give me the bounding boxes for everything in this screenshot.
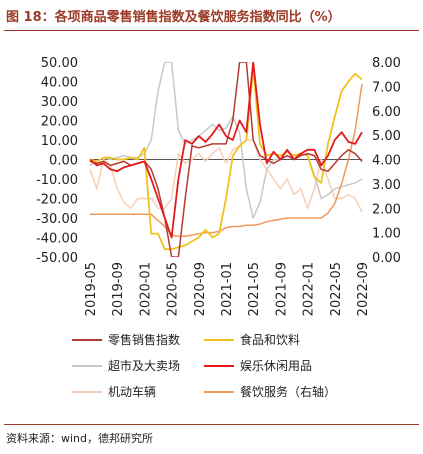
y-left-tick-label: 20.00 (41, 115, 78, 130)
legend-label: 食品和饮料 (240, 332, 300, 347)
y-right-tick-label: 6.00 (372, 105, 401, 120)
y-right-tick-label: 8.00 (372, 56, 401, 71)
y-left-tick-label: -40.00 (36, 232, 78, 247)
legend-label: 机动车辆 (108, 384, 156, 399)
x-tick-label: 2021-01 (220, 262, 235, 316)
y-right-tick-label: 7.00 (372, 80, 401, 95)
line-chart: 50.00 40.00 30.00 20.00 10.00 0.00 -10.00 -20.0… (36, 56, 401, 399)
y-left-tick-label: 0.00 (49, 154, 78, 169)
series-line-1 (89, 66, 363, 251)
y-left-tick-label: -10.00 (36, 173, 78, 188)
x-tick-label: 2020-01 (138, 262, 153, 316)
y-left-tick-label: 50.00 (41, 56, 78, 71)
y-right-tick-label: 4.00 (372, 154, 401, 169)
title-divider (4, 30, 419, 31)
legend-label: 餐饮服务（右轴） (240, 384, 336, 399)
source-note: 资料来源：wind，德邦研究所 (6, 432, 154, 445)
x-tick-label: 2021-05 (247, 262, 262, 316)
x-tick-label: 2022-01 (302, 262, 317, 316)
x-tick-label: 2022-05 (329, 262, 344, 316)
series-line-5 (90, 83, 363, 238)
x-tick-label: 2021-09 (274, 262, 289, 316)
legend-label: 零售销售指数 (108, 332, 180, 347)
y-right-tick-label: 1.00 (372, 227, 401, 242)
legend-label: 娱乐休闲用品 (240, 359, 312, 373)
x-tick-label: 2020-09 (193, 262, 208, 316)
y-right-tick-label: 3.00 (372, 178, 401, 193)
y-right-tick-label: 0.00 (372, 251, 401, 266)
y-right-tick-label: 2.00 (372, 202, 401, 217)
x-tick-label: 2019-05 (84, 262, 99, 316)
series-line-2 (89, 62, 363, 219)
y-right-tick-label: 5.00 (372, 129, 401, 144)
y-left-tick-label: -50.00 (36, 251, 78, 266)
x-tick-label: 2022-09 (356, 262, 371, 316)
chart-title: 图 18：各项商品零售销售指数及餐饮服务指数同比（%） (6, 10, 341, 25)
series-line-3 (89, 62, 363, 239)
y-left-tick-label: 40.00 (41, 76, 78, 91)
y-left-tick-label: -20.00 (36, 193, 78, 208)
y-left-tick-label: 10.00 (41, 134, 78, 149)
legend-label: 超市及大卖场 (108, 358, 180, 373)
y-left-tick-label: 30.00 (41, 95, 78, 110)
x-tick-label: 2019-09 (111, 262, 126, 316)
x-tick-label: 2020-05 (166, 262, 181, 316)
source-divider (4, 424, 419, 425)
y-left-tick-label: -30.00 (36, 212, 78, 227)
